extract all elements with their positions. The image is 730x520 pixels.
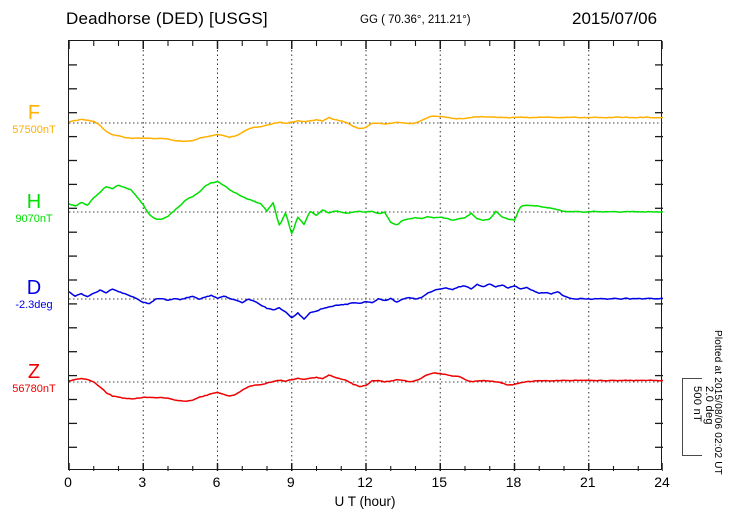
component-label-H: H 9070nT (2, 192, 66, 226)
component-baseline-Z: 56780nT (12, 383, 56, 395)
component-baseline-H: 9070nT (15, 213, 53, 225)
component-label-F: F 57500nT (2, 103, 66, 137)
x-tick-label-6: 6 (212, 474, 221, 490)
x-tick-label-9: 9 (286, 474, 295, 490)
component-symbol-D: D (26, 277, 42, 299)
scale-bar-stem (682, 378, 684, 456)
magnetogram-plot-area (68, 40, 663, 471)
x-tick-label-15: 15 (431, 474, 448, 490)
trace-Z (69, 372, 663, 402)
scale-bar-label-deg: 2.0 deg (703, 386, 715, 425)
trace-D (69, 283, 663, 320)
scale-bar-top-cap (682, 378, 702, 380)
x-tick-label-21: 21 (579, 474, 596, 490)
x-tick-label-3: 3 (138, 474, 147, 490)
x-axis-title: U T (hour) (334, 494, 396, 509)
component-baseline-F: 57500nT (12, 124, 56, 136)
component-symbol-F: F (27, 102, 41, 124)
component-symbol-H: H (26, 191, 42, 213)
scale-bar-bottom-cap (682, 454, 702, 456)
x-tick-label-0: 0 (64, 474, 72, 490)
component-symbol-Z: Z (27, 361, 41, 383)
component-label-Z: Z 56780nT (2, 362, 66, 396)
station-title: Deadhorse (DED) [USGS] (66, 9, 268, 28)
x-tick-label-18: 18 (505, 474, 522, 490)
scale-bar (672, 378, 702, 456)
magnetogram-svg (69, 41, 663, 471)
plotted-at-timestamp: Plotted at 2015/08/06 02:02 UT (712, 330, 723, 475)
trace-H (69, 180, 663, 235)
geographic-coordinates: GG ( 70.36°, 211.21°) (360, 14, 471, 26)
component-baseline-D: -2.3deg (15, 299, 53, 311)
x-tick-label-24: 24 (654, 474, 670, 490)
observation-date: 2015/07/06 (572, 9, 658, 28)
component-label-D: D -2.3deg (2, 278, 66, 312)
x-tick-label-12: 12 (357, 474, 373, 490)
trace-F (69, 115, 663, 143)
scale-bar-label-nt: 500 nT (691, 386, 703, 423)
